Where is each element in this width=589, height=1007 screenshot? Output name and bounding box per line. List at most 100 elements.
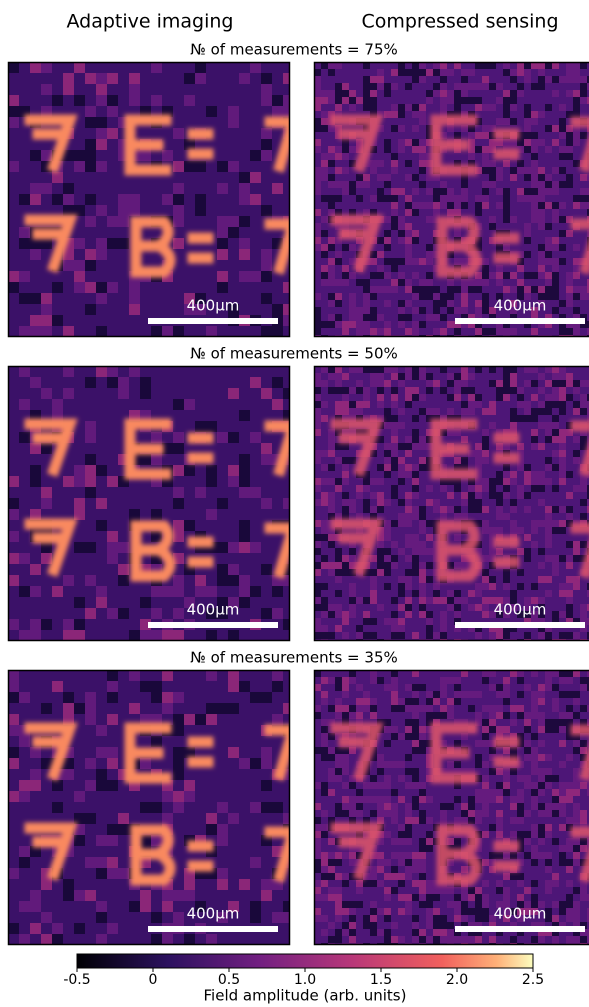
noise [412,485,419,492]
noise [559,104,566,111]
noise [398,125,405,132]
noise [517,279,524,286]
noise [217,879,228,890]
noise [475,583,482,590]
noise [206,586,217,597]
noise [412,852,419,859]
noise [349,705,356,712]
noise [74,260,85,271]
noise [454,90,461,97]
noise [151,934,162,945]
noise [552,401,559,408]
noise [524,747,531,754]
noise [545,104,552,111]
noise [363,300,370,307]
image-panel: 400µm [314,366,589,646]
noise [531,118,538,125]
noise [538,69,545,76]
noise [195,194,206,205]
noise [559,181,566,188]
noise [391,922,398,929]
noise [217,703,228,714]
noise [566,506,573,513]
noise [261,95,272,106]
noise [96,901,107,912]
noise [447,394,454,401]
noise [85,260,96,271]
noise [140,802,151,813]
noise [107,857,118,868]
noise [391,125,398,132]
noise [384,520,391,527]
noise [356,328,363,335]
noise [328,387,335,394]
noise [419,167,426,174]
noise [426,625,433,632]
noise [419,436,426,443]
noise [261,139,272,150]
noise [419,286,426,293]
noise [96,769,107,780]
noise [321,726,328,733]
noise [440,83,447,90]
noise [510,408,517,415]
noise [447,380,454,387]
noise [384,457,391,464]
noise [239,249,250,260]
noise [391,373,398,380]
noise [405,611,412,618]
noise [496,782,503,789]
noise [426,915,433,922]
noise [85,813,96,824]
noise [496,705,503,712]
noise [335,562,342,569]
noise [496,852,503,859]
noise [566,915,573,922]
noise [321,279,328,286]
noise [482,555,489,562]
noise [412,464,419,471]
noise [85,857,96,868]
noise [559,118,566,125]
noise [482,583,489,590]
noise [503,394,510,401]
noise [531,936,538,943]
noise [335,768,342,775]
noise [41,553,52,564]
noise [489,852,496,859]
noise [496,632,503,639]
noise [328,90,335,97]
noise [573,436,580,443]
figure: Adaptive imaging Compressed sensing № of… [0,0,589,1007]
noise [370,929,377,936]
noise [419,76,426,83]
noise [321,527,328,534]
noise [426,373,433,380]
noise [335,90,342,97]
noise [250,150,261,161]
noise [419,936,426,943]
noise [250,857,261,868]
noise [524,464,531,471]
noise [342,852,349,859]
noise [335,314,342,321]
noise [426,845,433,852]
noise [552,90,559,97]
noise [503,775,510,782]
noise [384,796,391,803]
noise [524,223,531,230]
noise [349,401,356,408]
noise [217,227,228,238]
noise [384,761,391,768]
noise [531,181,538,188]
noise [405,401,412,408]
noise [538,824,545,831]
noise [461,562,468,569]
noise [328,450,335,457]
noise [482,450,489,457]
noise [517,485,524,492]
noise [217,183,228,194]
noise [384,237,391,244]
noise [482,293,489,300]
noise [363,104,370,111]
